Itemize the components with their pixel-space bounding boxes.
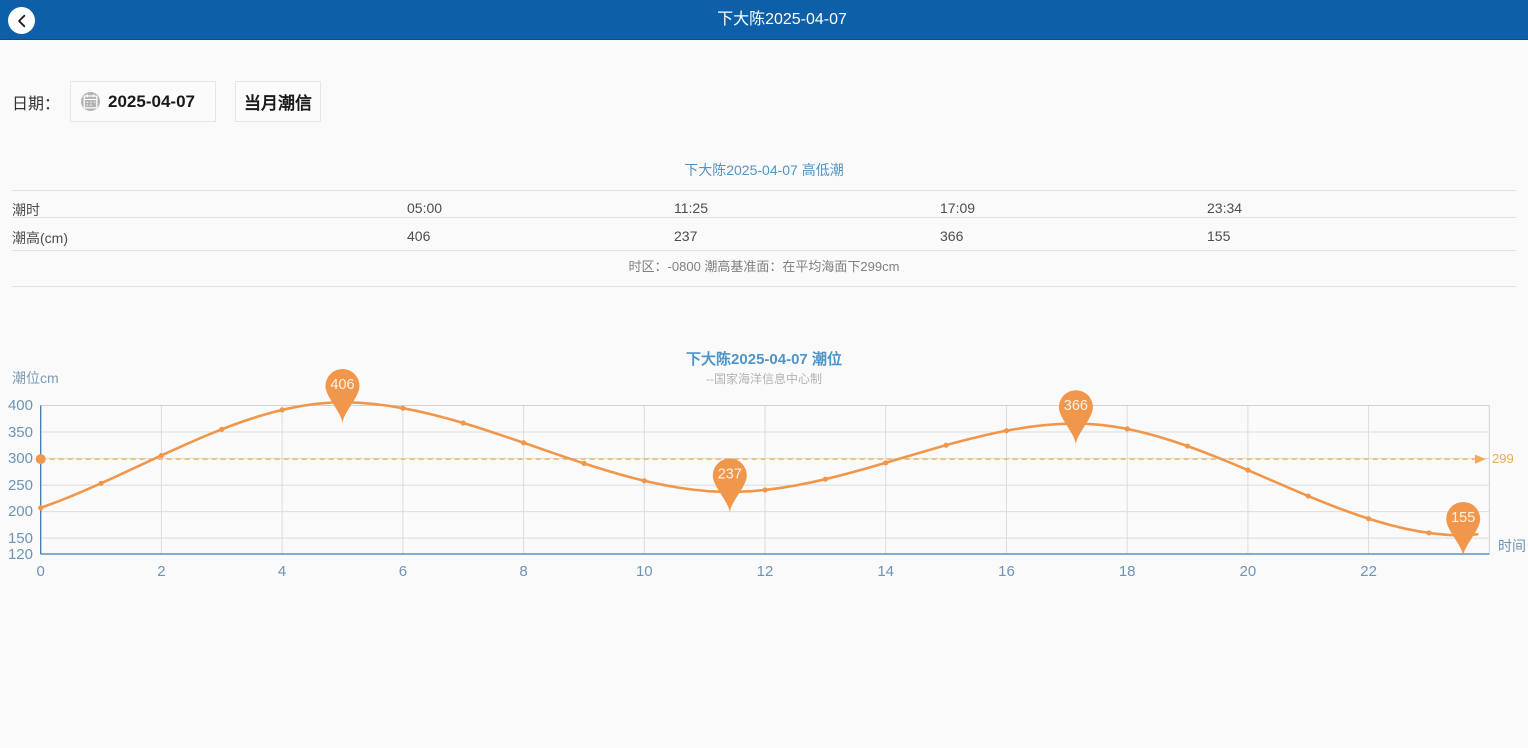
- svg-text:6: 6: [399, 563, 407, 580]
- svg-text:350: 350: [8, 424, 33, 441]
- svg-text:12: 12: [757, 563, 774, 580]
- svg-text:16: 16: [998, 563, 1015, 580]
- svg-text:155: 155: [1451, 510, 1475, 526]
- svg-text:0: 0: [37, 563, 45, 580]
- svg-text:366: 366: [1064, 398, 1088, 414]
- svg-text:4: 4: [278, 563, 286, 580]
- svg-text:250: 250: [8, 477, 33, 494]
- svg-text:237: 237: [718, 467, 742, 483]
- svg-text:10: 10: [636, 563, 653, 580]
- svg-text:299: 299: [1492, 451, 1514, 466]
- svg-text:22: 22: [1360, 563, 1377, 580]
- svg-text:406: 406: [330, 377, 354, 393]
- svg-text:14: 14: [877, 563, 894, 580]
- svg-text:2: 2: [157, 563, 165, 580]
- svg-text:时间: 时间: [1498, 538, 1526, 554]
- svg-text:8: 8: [519, 563, 527, 580]
- svg-text:120: 120: [8, 546, 33, 563]
- svg-text:400: 400: [8, 397, 33, 414]
- svg-text:200: 200: [8, 503, 33, 520]
- svg-text:18: 18: [1119, 563, 1136, 580]
- svg-text:20: 20: [1240, 563, 1257, 580]
- svg-text:300: 300: [8, 450, 33, 467]
- svg-text:150: 150: [8, 530, 33, 547]
